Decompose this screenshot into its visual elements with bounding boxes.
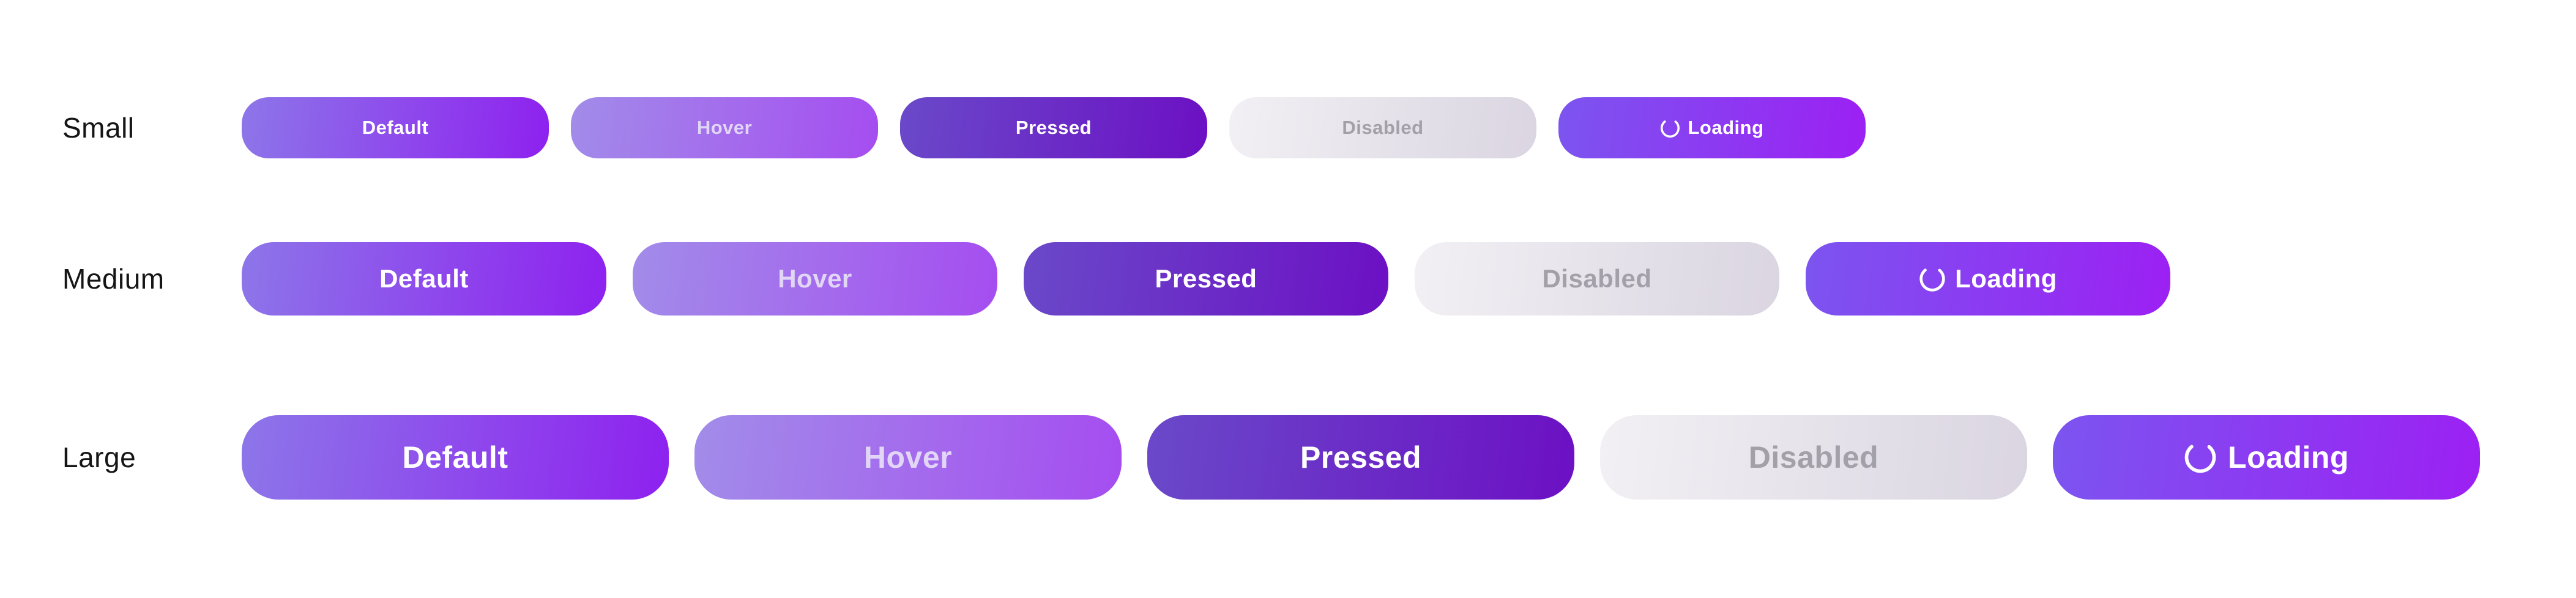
- button-group-large: Default Hover Pressed Disabled Loading: [242, 415, 2480, 500]
- button-label: Loading: [2228, 440, 2349, 474]
- button-label: Pressed: [1015, 117, 1092, 138]
- spinner-icon: [2184, 441, 2217, 474]
- button-label: Disabled: [1748, 440, 1879, 474]
- button-medium-default[interactable]: Default: [242, 242, 606, 316]
- button-label: Default: [379, 264, 469, 293]
- button-label: Loading: [1688, 117, 1764, 138]
- button-large-loading[interactable]: Loading: [2053, 415, 2480, 500]
- button-label: Default: [362, 117, 429, 138]
- button-group-small: Default Hover Pressed Disabled Loading: [242, 97, 1866, 158]
- button-label: Loading: [1955, 264, 2057, 293]
- button-large-disabled: Disabled: [1600, 415, 2027, 500]
- button-label: Hover: [696, 117, 753, 138]
- button-row-large: Large Default Hover Pressed Disabled Loa…: [0, 415, 2480, 500]
- button-large-default[interactable]: Default: [242, 415, 669, 500]
- button-large-pressed[interactable]: Pressed: [1147, 415, 1574, 500]
- button-label: Hover: [863, 440, 953, 474]
- button-small-pressed[interactable]: Pressed: [900, 97, 1207, 158]
- button-label: Disabled: [1342, 117, 1424, 138]
- button-label: Default: [402, 440, 508, 474]
- button-large-hover[interactable]: Hover: [694, 415, 1122, 500]
- button-small-disabled: Disabled: [1229, 97, 1536, 158]
- row-label-small: Small: [62, 112, 135, 144]
- button-label: Pressed: [1300, 440, 1422, 474]
- button-row-medium: Medium Default Hover Pressed Disabled Lo…: [0, 242, 2170, 316]
- row-label-medium: Medium: [62, 263, 165, 295]
- row-label-large: Large: [62, 441, 136, 473]
- button-small-hover[interactable]: Hover: [571, 97, 878, 158]
- button-small-default[interactable]: Default: [242, 97, 549, 158]
- button-medium-loading[interactable]: Loading: [1806, 242, 2170, 316]
- button-medium-pressed[interactable]: Pressed: [1024, 242, 1388, 316]
- button-medium-hover[interactable]: Hover: [633, 242, 997, 316]
- button-label: Disabled: [1542, 264, 1652, 293]
- button-label: Hover: [778, 264, 852, 293]
- button-group-medium: Default Hover Pressed Disabled Loading: [242, 242, 2170, 316]
- button-small-loading[interactable]: Loading: [1558, 97, 1866, 158]
- button-row-small: Small Default Hover Pressed Disabled Loa…: [0, 97, 1866, 158]
- button-label: Pressed: [1155, 264, 1257, 293]
- spinner-icon: [1660, 118, 1680, 138]
- button-medium-disabled: Disabled: [1415, 242, 1779, 316]
- spinner-icon: [1919, 265, 1946, 292]
